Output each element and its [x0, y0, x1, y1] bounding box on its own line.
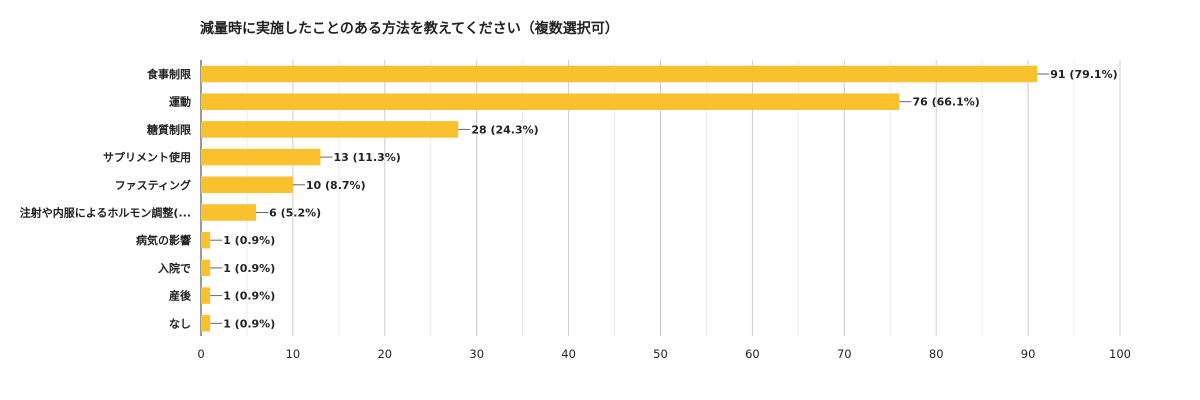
- category-label: なし: [169, 317, 191, 330]
- bar[interactable]: [201, 148, 321, 166]
- value-label: 1 (0.9%): [223, 262, 275, 275]
- x-tick-label: 30: [469, 347, 484, 361]
- category-label: 病気の影響: [136, 233, 191, 247]
- category-label: 産後: [169, 289, 192, 303]
- category-label: 運動: [169, 95, 191, 109]
- category-label: ファスティング: [115, 178, 191, 192]
- category-label: サプリメント使用: [103, 150, 191, 164]
- bar[interactable]: [201, 121, 459, 138]
- value-label: 1 (0.9%): [223, 234, 275, 247]
- value-label: 91 (79.1%): [1050, 68, 1117, 81]
- x-tick-label: 0: [197, 347, 204, 361]
- bars-layer: [201, 65, 1038, 332]
- x-tick-label: 100: [1109, 347, 1131, 361]
- x-tick-label: 10: [286, 347, 301, 361]
- value-label: 13 (11.3%): [333, 151, 400, 164]
- chart-title: 減量時に実施したことのある方法を教えてください（複数選択可）: [200, 21, 619, 37]
- bar[interactable]: [201, 259, 211, 277]
- value-label: 1 (0.9%): [223, 290, 275, 303]
- x-tick-label: 60: [745, 347, 760, 361]
- bar[interactable]: [201, 287, 211, 304]
- x-tick-label: 50: [653, 347, 668, 361]
- category-label: 入院で: [158, 261, 191, 275]
- value-label: 76 (66.1%): [912, 96, 979, 109]
- bar[interactable]: [201, 65, 1038, 83]
- bar[interactable]: [201, 231, 211, 249]
- x-tick-label: 20: [377, 347, 392, 361]
- value-label: 28 (24.3%): [471, 123, 538, 136]
- bar[interactable]: [201, 93, 900, 110]
- x-tick-label: 70: [837, 347, 852, 361]
- bar[interactable]: [201, 204, 257, 221]
- x-tick-label: 80: [929, 347, 944, 361]
- value-label: 10 (8.7%): [306, 179, 366, 192]
- bar[interactable]: [201, 176, 293, 194]
- x-axis-ticks: 0 10 20 30 40 50 60 70 80 90 100: [197, 347, 1131, 361]
- x-tick-label: 90: [1021, 347, 1036, 361]
- value-label: 1 (0.9%): [223, 317, 275, 330]
- category-label: 食事制限: [147, 67, 191, 81]
- category-label: 糖質制限: [147, 122, 191, 136]
- bar[interactable]: [201, 315, 211, 332]
- x-tick-label: 40: [561, 347, 576, 361]
- category-label: 注射や内服によるホルモン調整(...: [20, 206, 191, 220]
- value-label: 6 (5.2%): [269, 207, 321, 220]
- labels-layer: 食事制限 91 (79.1%) 運動 76 (66.1%) 糖質制限 28 (24.3%)…: [20, 67, 1118, 330]
